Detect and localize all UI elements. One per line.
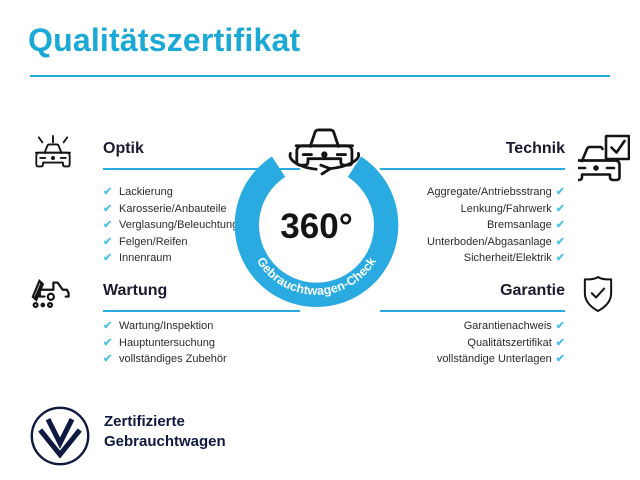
svg-text:360°: 360°	[280, 207, 352, 246]
